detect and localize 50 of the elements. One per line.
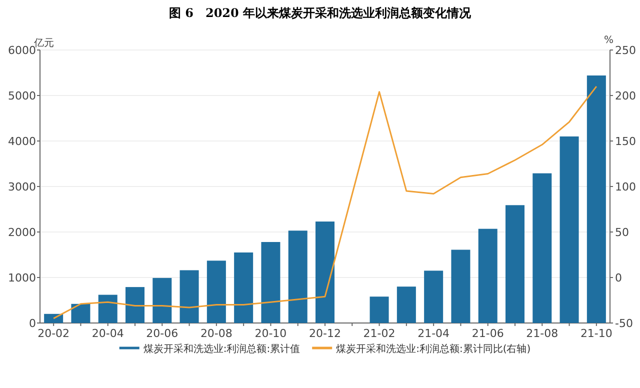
- bar: [451, 250, 470, 323]
- y-tick-label: 0: [29, 317, 36, 330]
- bar: [180, 270, 199, 323]
- x-tick-label: 20-10: [254, 327, 287, 340]
- bar: [288, 230, 308, 323]
- x-tick-label: 21-08: [526, 327, 558, 340]
- legend-label: 煤炭开采和洗选业:利润总额:累计值: [143, 343, 300, 355]
- y2-tick-label: 250: [615, 44, 636, 57]
- y2-tick-label: -50: [615, 317, 633, 330]
- y2-tick-label: 200: [615, 90, 636, 102]
- y2-tick-label: 50: [615, 226, 629, 239]
- bar: [370, 296, 389, 323]
- bar: [478, 228, 498, 323]
- bar: [586, 75, 606, 323]
- bar: [44, 314, 64, 323]
- bar: [506, 205, 524, 323]
- y-tick-label: 4000: [8, 135, 36, 148]
- bar: [424, 270, 444, 323]
- y2-tick-label: 150: [615, 135, 636, 148]
- bar: [98, 294, 118, 323]
- bar: [126, 287, 144, 323]
- bar: [71, 304, 90, 323]
- bar: [532, 173, 552, 323]
- bar: [396, 286, 416, 323]
- x-tick-label: 20-04: [92, 327, 124, 340]
- y-tick-label: 3000: [8, 180, 36, 194]
- y2-tick-label: 100: [615, 180, 636, 194]
- legend-label: 煤炭开采和洗选业:利润总额:累计同比(右轴): [336, 343, 531, 355]
- y-tick-label: 1000: [8, 272, 36, 284]
- x-tick-label: 20-08: [200, 327, 232, 340]
- bar: [316, 222, 334, 323]
- y-tick-label: 2000: [8, 226, 36, 239]
- x-tick-label: 20-06: [146, 327, 178, 340]
- x-tick-label: 21-10: [580, 327, 612, 340]
- bar: [560, 136, 579, 323]
- y2-tick-label: 0: [615, 272, 622, 284]
- bar: [261, 242, 280, 323]
- y-tick-label: 6000: [8, 44, 36, 57]
- bar: [152, 278, 172, 323]
- chart-title: 图 6 2020 年以来煤炭开采和洗选业利润总额变化情况: [168, 6, 472, 20]
- x-tick-label: 21-02: [363, 327, 396, 340]
- y-tick-label: 5000: [8, 90, 36, 102]
- x-tick-label: 20-12: [309, 327, 341, 340]
- y2-axis-title: %: [604, 35, 614, 46]
- x-tick-label: 21-04: [418, 327, 450, 340]
- line-series: [52, 86, 598, 320]
- bar: [206, 260, 226, 323]
- x-tick-label: 21-06: [472, 327, 504, 340]
- x-tick-label: 20-02: [38, 327, 70, 340]
- bar: [234, 252, 254, 323]
